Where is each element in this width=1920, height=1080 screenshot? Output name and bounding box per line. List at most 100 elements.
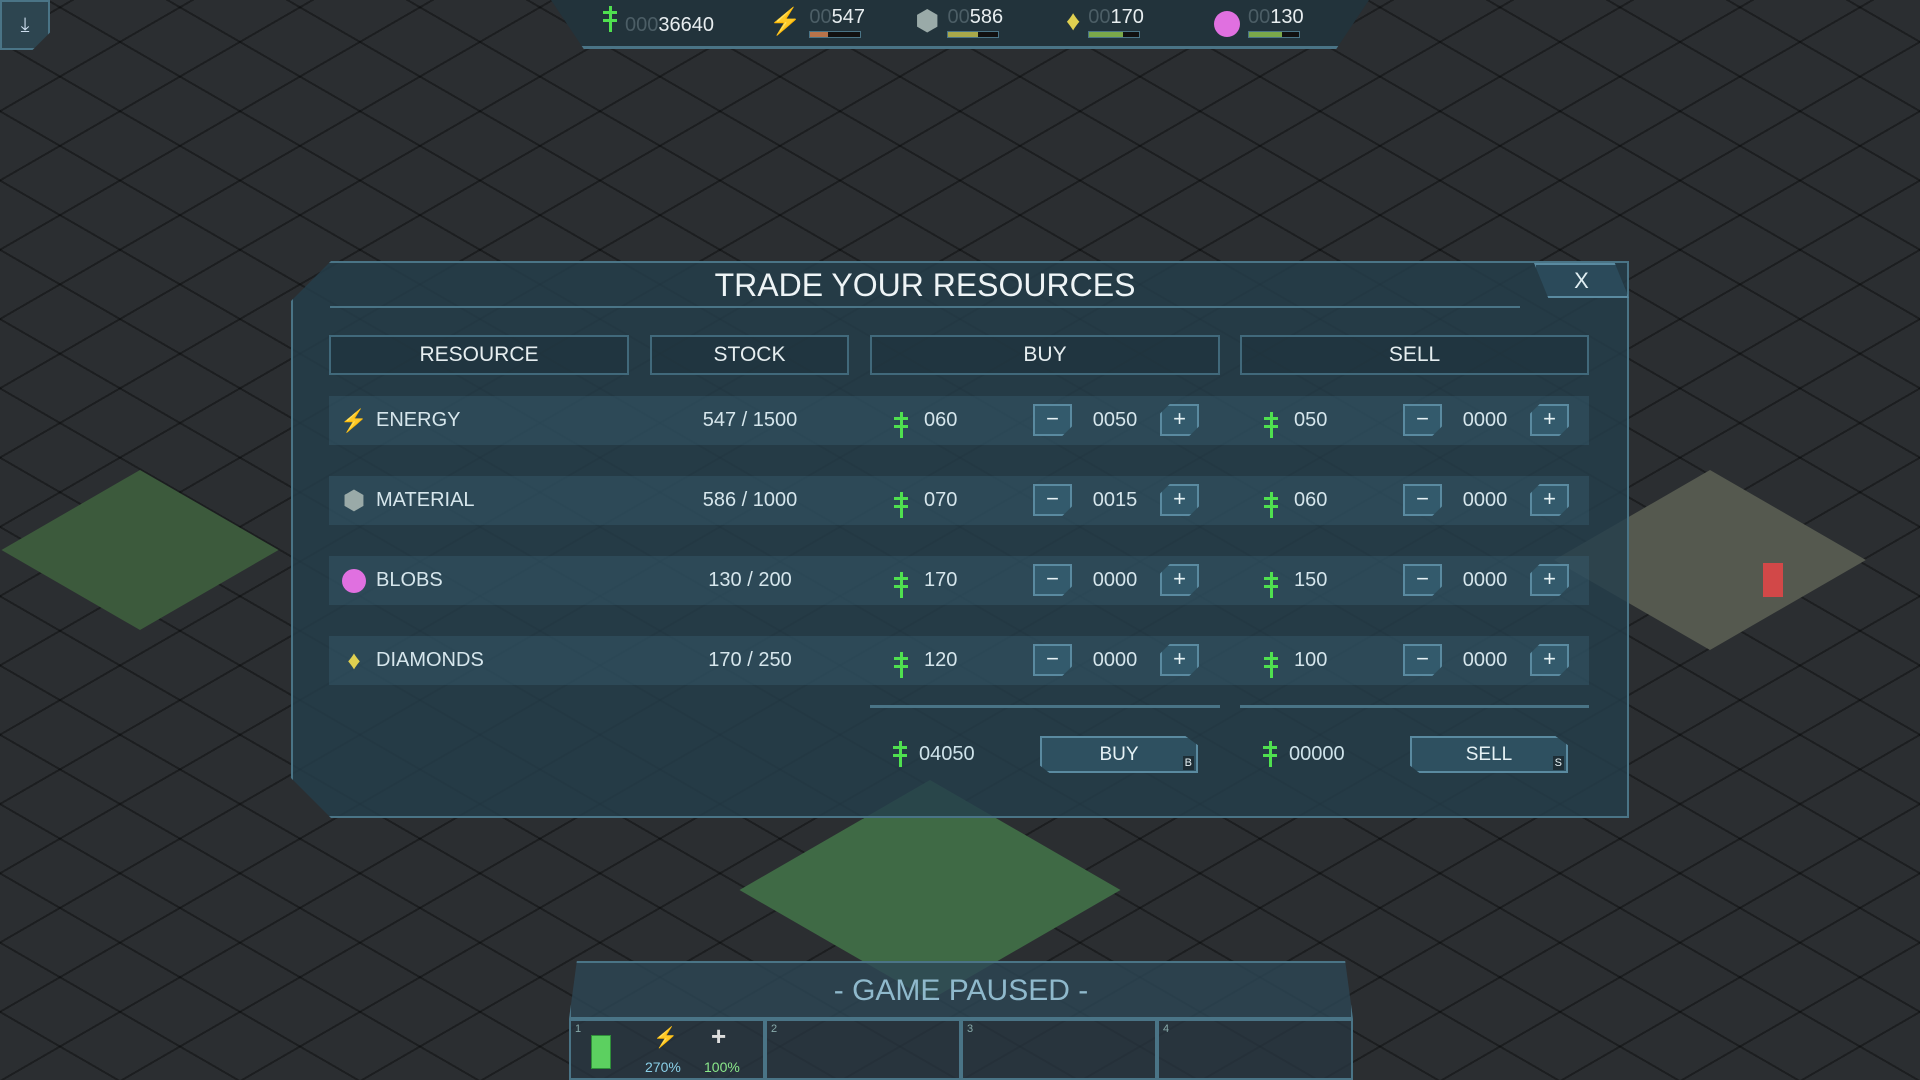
credits-readout: 00036640 (603, 6, 714, 37)
sell-price: 100 (1294, 649, 1328, 671)
buy-increase-button[interactable]: + (1160, 404, 1199, 436)
header-buy: BUY (870, 335, 1220, 375)
game-paused-banner: - GAME PAUSED - (569, 961, 1353, 1019)
slot-number: 2 (771, 1023, 778, 1035)
divider (870, 705, 1220, 708)
buy-quantity[interactable]: 0000 (1092, 649, 1138, 671)
buy-decrease-button[interactable]: − (1033, 564, 1072, 596)
material-readout: ⬢ 00586 (915, 5, 1004, 38)
dialog-title: TRADE YOUR RESOURCES (330, 262, 1520, 308)
buy-increase-button[interactable]: + (1160, 484, 1199, 516)
sell-quantity[interactable]: 0000 (1462, 569, 1508, 591)
menu-corner-button[interactable]: ⤓ (0, 0, 50, 50)
buy-quantity[interactable]: 0050 (1092, 409, 1138, 431)
blob-icon (1214, 11, 1240, 37)
sell-price: 150 (1294, 569, 1328, 591)
slot-number: 3 (967, 1023, 974, 1035)
unit-slot-3[interactable]: 3 (961, 1019, 1157, 1080)
slot-number: 1 (575, 1023, 582, 1035)
stock-value: 130 / 200 (708, 569, 792, 591)
sell-decrease-button[interactable]: − (1403, 484, 1442, 516)
unit-crystal-icon (591, 1035, 611, 1069)
lightning-icon: ⚡ (653, 1027, 678, 1049)
credit-icon (894, 568, 908, 598)
diamonds-fill (1089, 32, 1124, 37)
diamonds-readout: ♦ 00170 (1066, 5, 1144, 38)
resource-row: ⬢ MATERIAL 586 / 1000 070 − 0015 + 060 −… (329, 476, 1589, 525)
diamond-icon: ♦ (347, 645, 361, 675)
resource-name: MATERIAL (376, 489, 475, 511)
resource-row: ⚡ ENERGY 547 / 1500 060 − 0050 + 050 − 0… (329, 396, 1589, 445)
diamond-icon: ♦ (1066, 5, 1081, 36)
credit-icon (894, 488, 908, 518)
sell-decrease-button[interactable]: − (1403, 404, 1442, 436)
resource-row: ♦ DIAMONDS 170 / 250 120 − 0000 + 100 − … (329, 636, 1589, 685)
sell-price: 060 (1294, 489, 1328, 511)
sell-quantity[interactable]: 0000 (1462, 409, 1508, 431)
buy-increase-button[interactable]: + (1160, 564, 1199, 596)
credit-icon (894, 408, 908, 438)
energy-readout: ⚡ 00547 (769, 6, 865, 38)
buy-price: 120 (924, 649, 958, 671)
credit-icon (1264, 648, 1278, 678)
buy-increase-button[interactable]: + (1160, 644, 1199, 676)
red-building[interactable] (1763, 563, 1783, 597)
buy-total: 04050 (893, 741, 975, 767)
hotkey-badge: S (1552, 756, 1564, 770)
buy-decrease-button[interactable]: − (1033, 644, 1072, 676)
unit-slot-4[interactable]: 4 (1157, 1019, 1353, 1080)
blobs-readout: 00130 (1214, 6, 1304, 38)
credit-icon (1263, 741, 1277, 767)
material-fill (948, 32, 978, 37)
header-sell: SELL (1240, 335, 1589, 375)
buy-quantity[interactable]: 0015 (1092, 489, 1138, 511)
sell-quantity[interactable]: 0000 (1462, 489, 1508, 511)
lightning-icon: ⚡ (769, 6, 802, 36)
credit-icon (1264, 568, 1278, 598)
blob-icon (339, 556, 369, 605)
sell-increase-button[interactable]: + (1530, 484, 1569, 516)
buy-decrease-button[interactable]: − (1033, 484, 1072, 516)
stock-value: 547 / 1500 (702, 409, 798, 431)
stock-value: 170 / 250 (708, 649, 792, 671)
credit-icon (894, 648, 908, 678)
lightning-icon: ⚡ (340, 408, 368, 433)
resource-name: ENERGY (376, 409, 461, 431)
resource-name: BLOBS (376, 569, 443, 591)
sell-decrease-button[interactable]: − (1403, 564, 1442, 596)
map-tile (1, 470, 279, 630)
sell-decrease-button[interactable]: − (1403, 644, 1442, 676)
blobs-fill (1249, 32, 1282, 37)
buy-decrease-button[interactable]: − (1033, 404, 1072, 436)
credit-icon (1264, 408, 1278, 438)
divider (1240, 705, 1589, 708)
sell-increase-button[interactable]: + (1530, 404, 1569, 436)
hexagon-icon: ⬢ (342, 485, 366, 515)
sell-quantity[interactable]: 0000 (1462, 649, 1508, 671)
sell-total: 00000 (1263, 741, 1345, 767)
unit-slot-2[interactable]: 2 (765, 1019, 961, 1080)
plus-health-icon: + (711, 1021, 727, 1051)
header-resource: RESOURCE (329, 335, 629, 375)
energy-fill (810, 32, 829, 37)
close-button[interactable]: X (1534, 263, 1629, 298)
buy-price: 170 (924, 569, 958, 591)
unit-slot-1[interactable]: 1 ⚡ 270% + 100% (569, 1019, 765, 1080)
collapse-icon: ⤓ (20, 13, 30, 36)
buy-quantity[interactable]: 0000 (1092, 569, 1138, 591)
sell-increase-button[interactable]: + (1530, 564, 1569, 596)
sell-price: 050 (1294, 409, 1328, 431)
buy-price: 060 (924, 409, 958, 431)
resource-name: DIAMONDS (376, 649, 484, 671)
slot-number: 4 (1163, 1023, 1170, 1035)
credit-icon (893, 741, 907, 767)
hotkey-badge: B (1182, 756, 1194, 770)
buy-button[interactable]: BUY B (1040, 736, 1198, 773)
health-percent: 100% (704, 1059, 740, 1075)
sell-button[interactable]: SELL S (1410, 736, 1568, 773)
credit-icon (603, 6, 617, 32)
stock-value: 586 / 1000 (702, 489, 798, 511)
resource-row: BLOBS 130 / 200 170 − 0000 + 150 − 0000 … (329, 556, 1589, 605)
sell-increase-button[interactable]: + (1530, 644, 1569, 676)
buy-total-value: 04050 (919, 742, 975, 765)
